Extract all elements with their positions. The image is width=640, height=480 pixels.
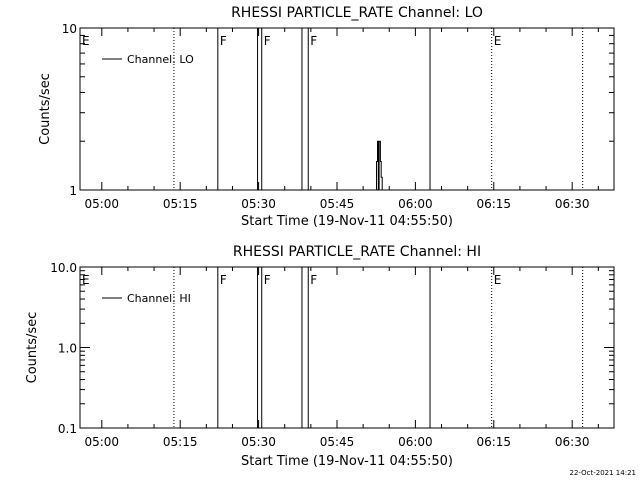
panel-1-event-marker-label: F: [264, 34, 271, 48]
panel-2-y-tick-label: 10.0: [50, 261, 77, 275]
panel-1-y-tick-label: 10: [62, 22, 77, 36]
panel-2-event-marker-label: E: [494, 273, 502, 287]
panel-2-legend-label: Channel: HI: [127, 292, 191, 305]
panel-2-x-tick-label: 06:00: [398, 435, 433, 449]
panel-1-event-marker-label: E: [82, 34, 90, 48]
panel-2-event-marker-label: F: [310, 273, 317, 287]
panel-2-event-marker-label: F: [264, 273, 271, 287]
panel-1-x-tick-label: 06:30: [555, 197, 590, 211]
panel-1-event-marker-label: E: [494, 34, 502, 48]
panel-1-title: RHESSI PARTICLE_RATE Channel: LO: [231, 5, 483, 21]
panel-1-x-tick-label: 05:30: [241, 197, 276, 211]
panel-2-x-tick-label: 05:00: [84, 435, 119, 449]
panel-2-x-axis-label: Start Time (19-Nov-11 04:55:50): [241, 454, 453, 469]
panel-1-y-axis-label: Counts/sec: [38, 73, 53, 145]
panel-2-title: RHESSI PARTICLE_RATE Channel: HI: [233, 244, 481, 260]
panel-1-event-marker-label: F: [310, 34, 317, 48]
panel-1-x-tick-label: 06:15: [476, 197, 511, 211]
panel-2-x-tick-label: 06:30: [555, 435, 590, 449]
panel-2-x-tick-label: 05:30: [241, 435, 276, 449]
panel-2-x-tick-label: 06:15: [476, 435, 511, 449]
panel-1-x-tick-label: 06:00: [398, 197, 433, 211]
panel-1-legend-label: Channel: LO: [127, 53, 194, 66]
panel-2-event-marker-label: E: [82, 273, 90, 287]
panel-1-x-tick-label: 05:15: [163, 197, 198, 211]
panel-1-x-tick-label: 05:00: [84, 197, 119, 211]
panel-2-event-marker-label: F: [220, 273, 227, 287]
panel-1-axes-frame: [79, 27, 615, 191]
panel-1-series-line: [375, 140, 384, 191]
panel-1-x-tick-label: 05:45: [320, 197, 355, 211]
date-stamp: 22-Oct-2021 14:21: [570, 469, 636, 477]
panel-2-y-tick-label: 0.1: [58, 422, 77, 436]
panel-1-y-tick-label: 1: [69, 184, 77, 198]
panel-2-x-tick-label: 05:15: [163, 435, 198, 449]
panel-1-x-axis-label: Start Time (19-Nov-11 04:55:50): [241, 214, 453, 229]
panel-2-y-axis-label: Counts/sec: [25, 312, 40, 384]
panel-2-y-tick-label: 1.0: [58, 342, 77, 356]
panel-2-x-tick-label: 05:45: [320, 435, 355, 449]
panel-1-event-marker-label: F: [220, 34, 227, 48]
